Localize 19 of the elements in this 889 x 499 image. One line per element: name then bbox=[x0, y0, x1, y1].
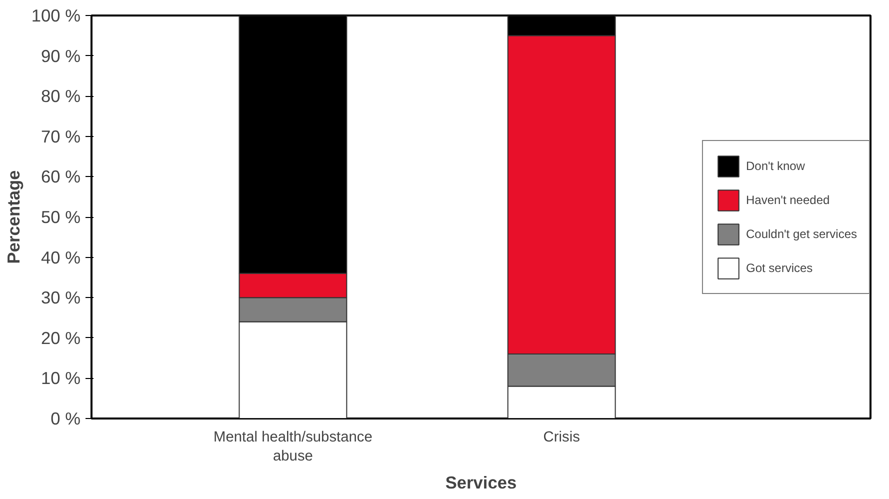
x-axis-title: Services bbox=[445, 472, 517, 493]
legend-label: Couldn't get services bbox=[746, 226, 857, 240]
y-axis-title: Percentage bbox=[3, 170, 24, 264]
y-tick-label: 20 % bbox=[41, 328, 81, 348]
legend-label: Haven't needed bbox=[746, 192, 830, 206]
y-tick-label: 80 % bbox=[41, 86, 81, 106]
y-tick-label: 0 % bbox=[50, 408, 80, 428]
y-tick-label: 90 % bbox=[41, 46, 81, 66]
y-tick-label: 30 % bbox=[41, 288, 81, 308]
y-tick-label: 70 % bbox=[41, 126, 81, 146]
legend-label: Got services bbox=[746, 260, 813, 274]
y-tick-label: 40 % bbox=[41, 247, 81, 268]
x-tick-label: Mental health/substance abuse bbox=[214, 430, 372, 465]
legend-label: Don't know bbox=[746, 158, 805, 172]
x-tick-label: Crisis bbox=[543, 430, 580, 446]
y-tick-label: 10 % bbox=[41, 368, 81, 388]
y-tick-label: 60 % bbox=[41, 166, 81, 187]
y-tick-label: 50 % bbox=[41, 207, 81, 227]
y-tick-label: 100 % bbox=[31, 6, 81, 26]
